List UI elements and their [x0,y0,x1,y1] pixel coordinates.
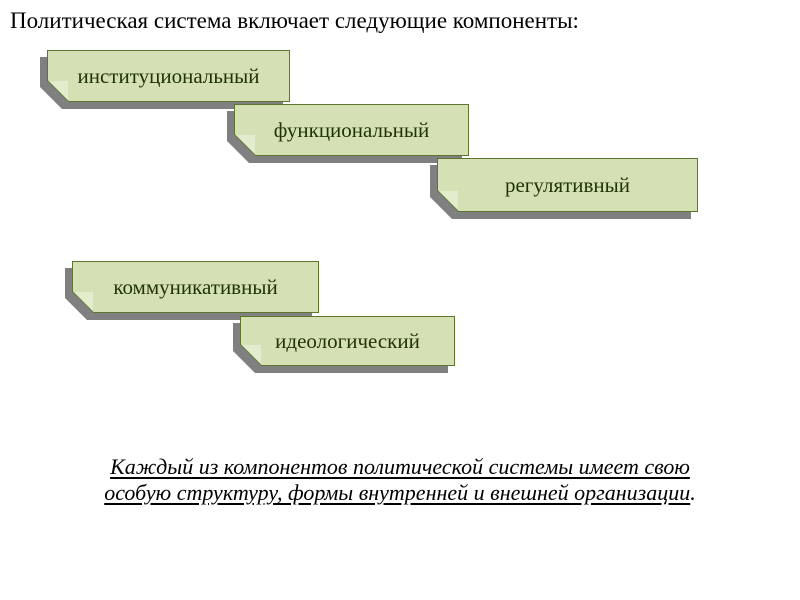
note-card: регулятивный [437,158,698,212]
note-label: функциональный [274,118,429,143]
note-card: коммуникативный [72,261,319,313]
note-label: регулятивный [505,173,630,198]
note-body: идеологический [240,316,455,366]
note-label: коммуникативный [113,275,277,300]
footer-line-1: Каждый из компонентов политической систе… [110,454,690,479]
note-body: регулятивный [437,158,698,212]
note-card: идеологический [240,316,455,366]
note-card: институциональный [47,50,290,102]
note-card: функциональный [234,104,469,156]
note-label: идеологический [275,329,420,354]
note-label: институциональный [78,64,260,89]
footer-trailing-dot: . [690,480,696,505]
footer-caption: Каждый из компонентов политической систе… [0,454,800,506]
note-body: функциональный [234,104,469,156]
note-body: институциональный [47,50,290,102]
footer-line-2: особую структуру, формы внутренней и вне… [104,480,690,505]
page-title: Политическая система включает следующие … [10,8,579,34]
note-body: коммуникативный [72,261,319,313]
